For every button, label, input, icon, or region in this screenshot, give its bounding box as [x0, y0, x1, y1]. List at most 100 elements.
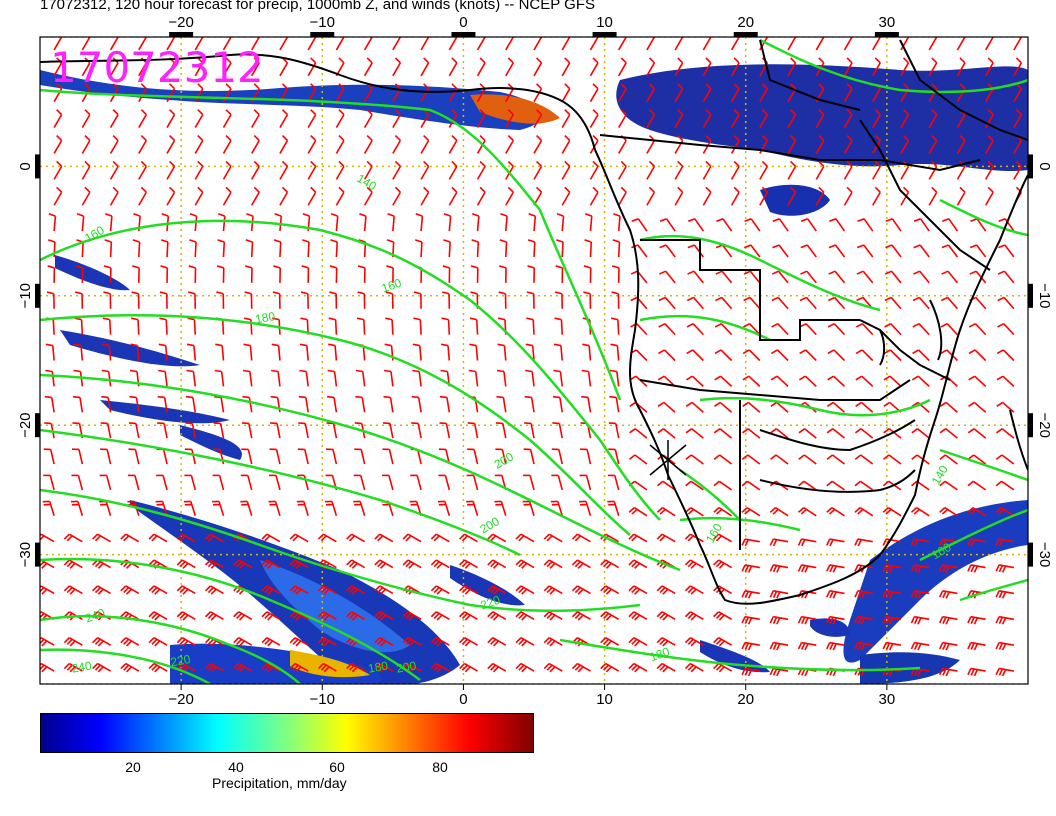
y-tick-bar-right [1028, 413, 1033, 438]
wind-barb [289, 533, 309, 543]
wind-barb [430, 636, 450, 647]
wind-barb [684, 611, 704, 621]
wind-barb [176, 636, 196, 647]
wind-barb [656, 506, 676, 517]
wind-barb [913, 244, 930, 258]
wind-barb [872, 109, 881, 128]
wind-barb [307, 134, 317, 154]
wind-barb [828, 244, 846, 258]
wind-barb [487, 662, 507, 673]
wind-barb [476, 134, 486, 154]
wind-barb [75, 291, 84, 309]
wind-barb [317, 636, 337, 647]
wind-barb [402, 559, 422, 569]
wind-barb [430, 585, 450, 595]
wind-barb [815, 37, 825, 51]
wind-barb [607, 500, 620, 517]
border [899, 39, 1028, 141]
border [599, 134, 981, 172]
wind-barb [938, 564, 958, 573]
wind-barb [330, 239, 338, 258]
wind-barb [882, 454, 902, 465]
top-tick-bar [310, 32, 335, 37]
wind-barb [392, 160, 402, 180]
wind-barb [185, 395, 197, 413]
wind-barb [997, 322, 1015, 336]
wind-barb [882, 615, 902, 625]
wind-barb [533, 83, 543, 103]
wind-barb [843, 186, 853, 206]
wind-barb [92, 636, 111, 647]
wind-barb [741, 641, 760, 651]
wind-barb [48, 213, 57, 232]
wind-barb [769, 538, 789, 547]
wind-barb [387, 213, 395, 232]
contour-line [679, 468, 741, 521]
wind-barb [392, 57, 402, 77]
wind-barb [939, 401, 958, 413]
wind-barb [743, 296, 761, 310]
wind-barb [702, 37, 712, 51]
wind-barb [702, 160, 712, 180]
wind-barb [610, 317, 620, 335]
wind-barb [854, 538, 873, 547]
wind-barb [997, 270, 1015, 284]
wind-barb [843, 37, 853, 51]
wind-barb [166, 37, 176, 51]
wind-barb [359, 213, 367, 232]
wind-barb [515, 559, 535, 569]
wind-barb [928, 186, 938, 206]
wind-barb [176, 533, 196, 543]
wind-barb [184, 474, 197, 491]
wind-barb [382, 448, 394, 465]
wind-barb [251, 160, 260, 180]
wind-barb [327, 369, 338, 387]
wind-barb [646, 83, 656, 103]
wind-barb [855, 375, 874, 387]
border [639, 379, 911, 401]
wind-barb [81, 134, 91, 154]
wind-barb [443, 213, 452, 232]
wind-barb [855, 349, 874, 362]
wind-barb [967, 564, 986, 573]
wind-barb [330, 213, 339, 232]
wind-barb [553, 369, 564, 387]
wind-barb [300, 291, 309, 309]
x-tick-label-top: 0 [459, 14, 467, 31]
wind-barb [741, 454, 761, 465]
wind-barb [448, 37, 458, 51]
wind-barb [956, 134, 966, 154]
wind-barb [967, 428, 987, 439]
wind-barb [967, 480, 987, 491]
wind-barb [148, 533, 168, 543]
wind-barb [63, 559, 83, 569]
x-tick-label: 30 [879, 691, 896, 708]
wind-barb [527, 239, 536, 258]
wind-barb [148, 585, 168, 595]
wind-barb [499, 265, 507, 283]
wind-barb [872, 186, 881, 206]
wind-barb [73, 369, 84, 387]
wind-barb [970, 218, 987, 232]
colorbar-label: Precipitation, mm/day [212, 775, 347, 791]
wind-barb [713, 428, 733, 439]
wind-barb [214, 369, 225, 387]
wind-barb [857, 218, 874, 232]
wind-barb [855, 322, 874, 336]
wind-barb [102, 317, 112, 335]
wind-barb [928, 37, 938, 51]
wind-barb [487, 636, 507, 647]
wind-barb [702, 83, 712, 103]
wind-barb [222, 134, 232, 154]
wind-barb [392, 186, 402, 206]
wind-barb [553, 343, 564, 361]
wind-barb [185, 422, 197, 439]
border [859, 319, 951, 381]
wind-barb [92, 662, 111, 673]
wind-barb [882, 564, 902, 573]
wind-barb [194, 37, 204, 51]
wind-barb [744, 218, 761, 232]
wind-barb [103, 265, 112, 283]
wind-barb [913, 218, 930, 232]
y-tick-bar [35, 413, 40, 438]
